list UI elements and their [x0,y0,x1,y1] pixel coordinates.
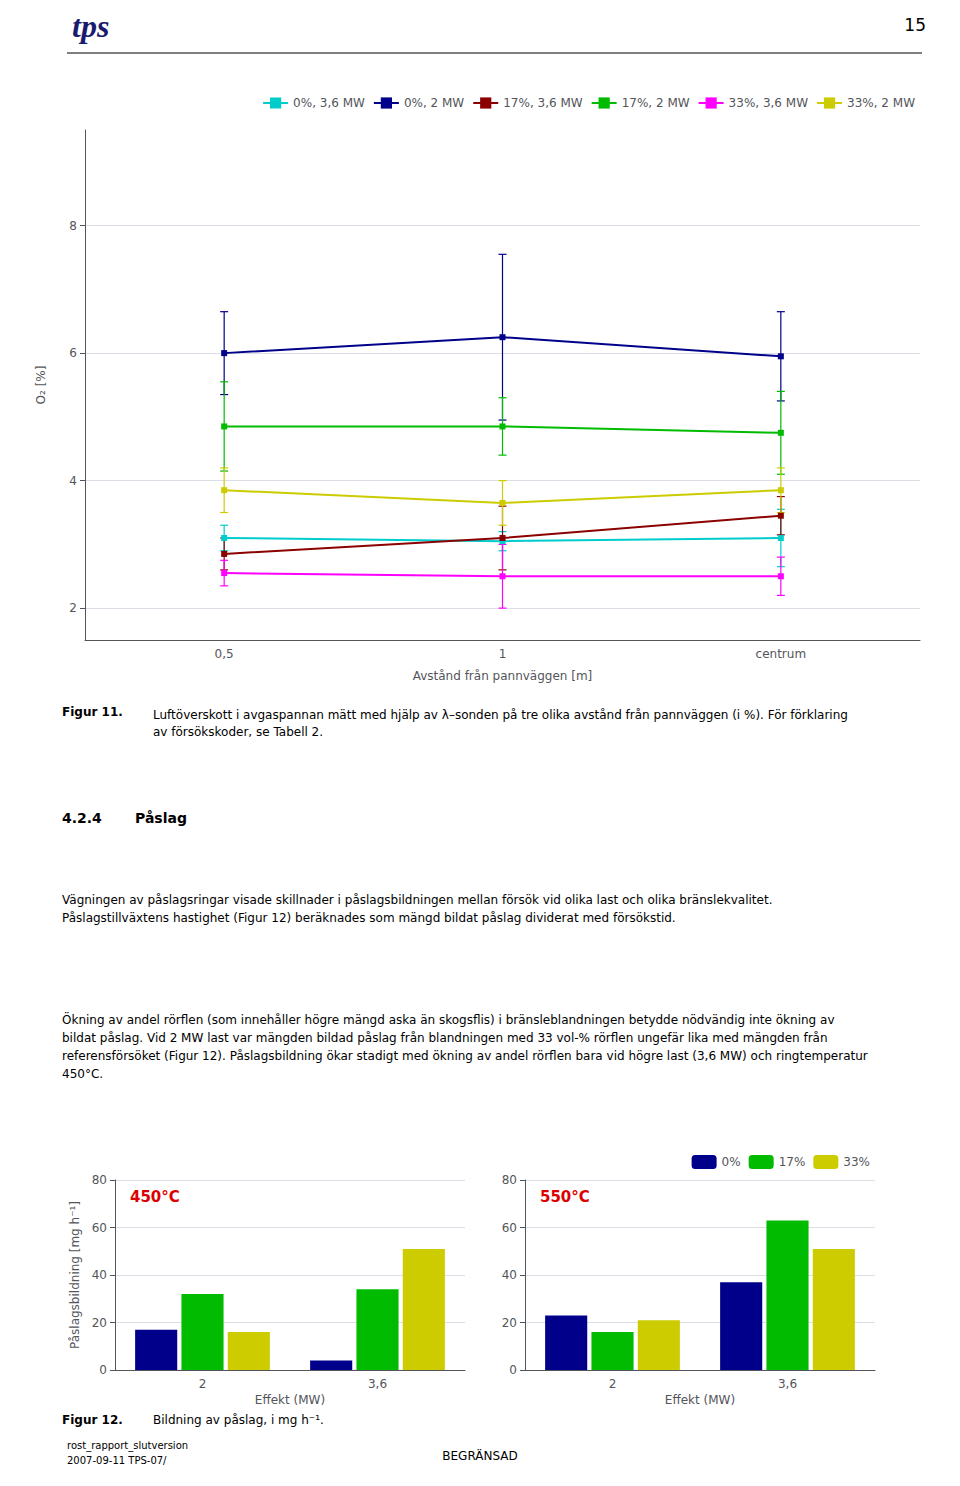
svg-text:Vägningen av påslagsringar vis: Vägningen av påslagsringar visade skilln… [62,893,776,907]
svg-text:450°C: 450°C [130,1188,180,1206]
svg-text:20: 20 [502,1316,517,1330]
svg-text:0%: 0% [722,1155,741,1169]
svg-text:60: 60 [92,1221,107,1235]
svg-text:17%: 17% [779,1155,806,1169]
svg-text:Figur 12.: Figur 12. [62,1413,123,1427]
svg-text:4: 4 [69,474,77,488]
svg-text:BEGRÄNSAD: BEGRÄNSAD [442,1448,517,1463]
svg-text:2: 2 [199,1377,207,1391]
svg-text:33%, 3,6 MW: 33%, 3,6 MW [729,96,809,110]
svg-text:av försökskoder, se Tabell 2.: av försökskoder, se Tabell 2. [153,725,323,739]
svg-text:tps: tps [72,8,109,44]
svg-text:33%, 2 MW: 33%, 2 MW [847,96,915,110]
svg-text:Effekt (MW): Effekt (MW) [255,1393,325,1407]
svg-text:0: 0 [509,1363,517,1377]
svg-text:0%, 3,6 MW: 0%, 3,6 MW [293,96,365,110]
svg-text:2: 2 [609,1377,617,1391]
svg-text:Påslag: Påslag [135,810,187,826]
svg-text:bildat påslag. Vid 2 MW last v: bildat påslag. Vid 2 MW last var mängden… [62,1031,831,1045]
svg-text:33%: 33% [843,1155,870,1169]
svg-text:O₂ [%]: O₂ [%] [34,366,48,405]
svg-text:0,5: 0,5 [215,647,234,661]
svg-text:Påslagstillväxtens hastighet (: Påslagstillväxtens hastighet (Figur 12) … [62,911,676,925]
svg-text:550°C: 550°C [540,1188,590,1206]
svg-text:2: 2 [69,601,77,615]
svg-text:60: 60 [502,1221,517,1235]
svg-text:40: 40 [92,1268,107,1282]
svg-text:Effekt (MW): Effekt (MW) [665,1393,735,1407]
svg-text:Ökning av andel rörflen (som i: Ökning av andel rörflen (som innehåller … [62,1011,838,1027]
svg-text:4.2.4: 4.2.4 [62,810,102,826]
svg-text:2007-09-11 TPS-07/: 2007-09-11 TPS-07/ [67,1455,167,1466]
svg-text:1: 1 [499,647,507,661]
svg-text:0: 0 [99,1363,107,1377]
svg-text:3,6: 3,6 [368,1377,387,1391]
svg-text:80: 80 [92,1173,107,1187]
svg-text:referensförsöket (Figur 12). P: referensförsöket (Figur 12). Påslagsbild… [62,1049,872,1063]
svg-text:17%, 2 MW: 17%, 2 MW [622,96,690,110]
svg-text:Luftöverskott i avgaspannan mä: Luftöverskott i avgaspannan mätt med hjä… [153,708,852,722]
svg-text:0%, 2 MW: 0%, 2 MW [404,96,464,110]
svg-text:Avstånd från pannväggen [m]: Avstånd från pannväggen [m] [413,669,593,683]
svg-text:centrum: centrum [756,647,807,661]
svg-text:6: 6 [69,346,77,360]
svg-text:17%, 3,6 MW: 17%, 3,6 MW [503,96,583,110]
svg-text:15: 15 [904,15,926,35]
svg-text:20: 20 [92,1316,107,1330]
svg-text:Påslagsbildning [mg h⁻¹]: Påslagsbildning [mg h⁻¹] [68,1201,82,1349]
svg-text:40: 40 [502,1268,517,1282]
svg-text:3,6: 3,6 [778,1377,797,1391]
svg-text:8: 8 [69,219,77,233]
svg-text:80: 80 [502,1173,517,1187]
svg-text:rost_rapport_slutversion: rost_rapport_slutversion [67,1440,188,1452]
svg-text:Figur 11.: Figur 11. [62,705,123,719]
svg-text:450°C.: 450°C. [62,1067,103,1081]
svg-text:Bildning av påslag, i mg h⁻¹.: Bildning av påslag, i mg h⁻¹. [153,1413,324,1427]
